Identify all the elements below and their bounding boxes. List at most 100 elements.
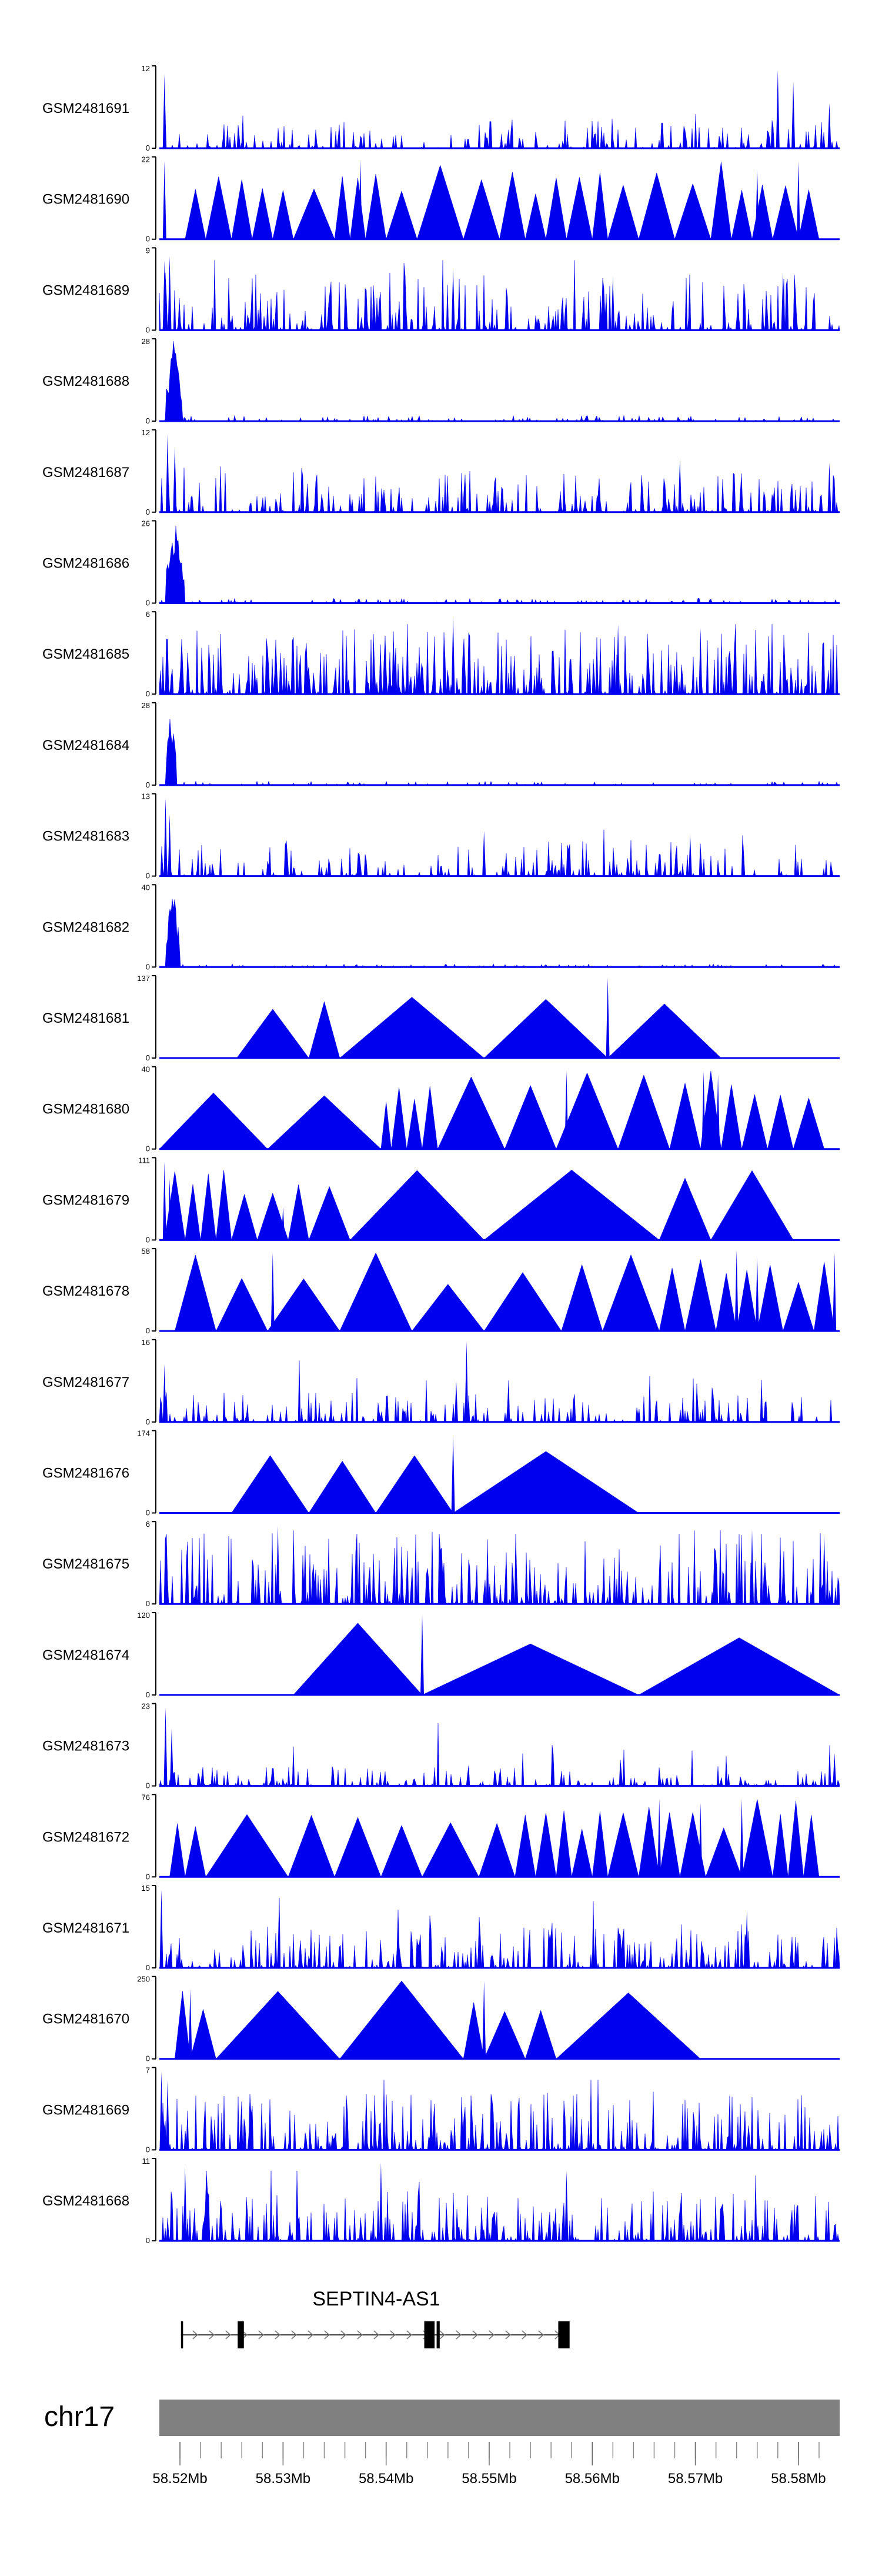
coverage-area — [159, 1530, 840, 1605]
gene-exon — [181, 2321, 183, 2348]
coverage-area — [159, 1897, 840, 1968]
coverage-area — [236, 997, 722, 1059]
coverage-spike — [159, 2071, 163, 2150]
track-GSM2481679: GSM2481679 111 0 — [42, 1156, 840, 1244]
strand-arrow — [192, 2330, 198, 2340]
track-GSM2481677: GSM2481677 16 0 — [42, 1338, 840, 1426]
strand-arrow — [390, 2330, 396, 2340]
coverage-spike — [159, 1890, 163, 1968]
strand-arrow — [406, 2330, 412, 2340]
track-label: GSM2481672 — [42, 1829, 129, 1845]
y-min-label: 0 — [146, 1599, 150, 1608]
strand-arrow — [308, 2330, 313, 2340]
y-max-label: 137 — [137, 974, 150, 983]
coverage-spike — [276, 1526, 280, 1604]
track-GSM2481670: GSM2481670 250 0 — [42, 1975, 840, 2063]
coverage-spike — [482, 830, 486, 876]
strand-arrow — [275, 2330, 280, 2340]
track-label: GSM2481669 — [42, 2102, 129, 2118]
position-tick-label: 58.58Mb — [771, 2471, 826, 2487]
coverage-spike — [162, 1162, 166, 1240]
y-max-label: 6 — [146, 1520, 150, 1529]
y-min-label: 0 — [146, 1690, 150, 1699]
chromosome-label: chr17 — [44, 2401, 115, 2432]
strand-arrow — [258, 2330, 264, 2340]
strand-arrow — [439, 2330, 445, 2340]
track-label: GSM2481684 — [42, 738, 129, 753]
y-max-label: 16 — [142, 1338, 150, 1347]
strand-arrow — [538, 2330, 544, 2340]
coverage-spike — [833, 1253, 837, 1332]
gene-annotation-track: SEPTIN4-AS1 — [181, 2288, 570, 2348]
track-GSM2481671: GSM2481671 15 0 — [42, 1884, 840, 1972]
coverage-area — [164, 1169, 794, 1240]
y-max-label: 7 — [146, 2066, 150, 2074]
track-GSM2481668: GSM2481668 11 0 — [42, 2157, 840, 2245]
coverage-spike — [699, 628, 703, 695]
coverage-spike — [183, 2167, 187, 2241]
y-max-label: 9 — [146, 246, 150, 255]
track-GSM2481685: GSM2481685 6 0 — [42, 610, 840, 698]
track-label: GSM2481686 — [42, 556, 129, 572]
track-GSM2481690: GSM2481690 22 0 — [42, 155, 840, 243]
coverage-spike — [745, 1910, 749, 1968]
coverage-tracks: GSM2481691120GSM2481690220GSM248168990GS… — [42, 64, 840, 2245]
coverage-spike — [827, 462, 831, 512]
coverage-area — [174, 1252, 835, 1332]
strand-arrow — [472, 2330, 478, 2340]
gene-exon — [424, 2321, 435, 2348]
coverage-spike — [750, 1530, 754, 1604]
track-GSM2481682: GSM2481682 40 0 — [42, 883, 840, 971]
coverage-spike — [465, 1341, 469, 1422]
y-min-label: 0 — [146, 1781, 150, 1790]
track-label: GSM2481673 — [42, 1739, 129, 1754]
coverage-area — [169, 1799, 820, 1877]
coverage-spike — [755, 1257, 759, 1332]
coverage-spike — [173, 446, 177, 512]
track-label: GSM2481683 — [42, 829, 129, 845]
coverage-spike — [163, 798, 168, 876]
track-label: GSM2481687 — [42, 465, 129, 481]
coverage-spike — [162, 1364, 166, 1422]
coverage-spike — [716, 1075, 720, 1149]
coverage-area — [159, 114, 840, 149]
y-max-label: 11 — [142, 2157, 151, 2165]
coverage-spike — [606, 977, 610, 1058]
coverage-spike — [564, 2171, 569, 2241]
y-max-label: 28 — [142, 701, 150, 710]
coverage-spike — [611, 276, 615, 331]
coverage-area — [175, 1980, 701, 2059]
track-label: GSM2481675 — [42, 1556, 129, 1572]
coverage-spike — [781, 272, 785, 331]
coverage-spike — [358, 159, 362, 239]
strand-arrow — [324, 2330, 330, 2340]
track-label: GSM2481676 — [42, 1466, 129, 1481]
coverage-spike — [564, 1070, 569, 1149]
coverage-spike — [755, 169, 759, 239]
y-max-label: 111 — [138, 1156, 150, 1164]
track-GSM2481674: GSM2481674 120 0 — [42, 1611, 840, 1699]
coverage-spike — [168, 814, 172, 876]
track-label: GSM2481689 — [42, 282, 129, 298]
y-max-label: 120 — [137, 1611, 150, 1620]
coverage-area — [159, 719, 840, 786]
strand-arrow — [489, 2330, 495, 2340]
y-max-label: 76 — [142, 1793, 150, 1801]
y-min-label: 0 — [146, 1235, 150, 1244]
coverage-spike — [616, 624, 620, 695]
track-label: GSM2481671 — [42, 1920, 129, 1936]
strand-arrow — [456, 2330, 462, 2340]
coverage-spike — [776, 70, 780, 148]
track-GSM2481675: GSM2481675 6 0 — [42, 1520, 840, 1608]
y-min-label: 0 — [146, 1509, 150, 1517]
coverage-area — [159, 1723, 840, 1787]
y-min-label: 0 — [146, 325, 150, 334]
y-min-label: 0 — [146, 1326, 150, 1335]
position-tick-label: 58.54Mb — [359, 2471, 413, 2487]
coverage-spike — [701, 1070, 706, 1149]
y-min-label: 0 — [146, 1963, 150, 1972]
coverage-area — [293, 1623, 840, 1696]
coverage-spike — [389, 1286, 393, 1332]
coverage-spike — [170, 1728, 173, 1786]
